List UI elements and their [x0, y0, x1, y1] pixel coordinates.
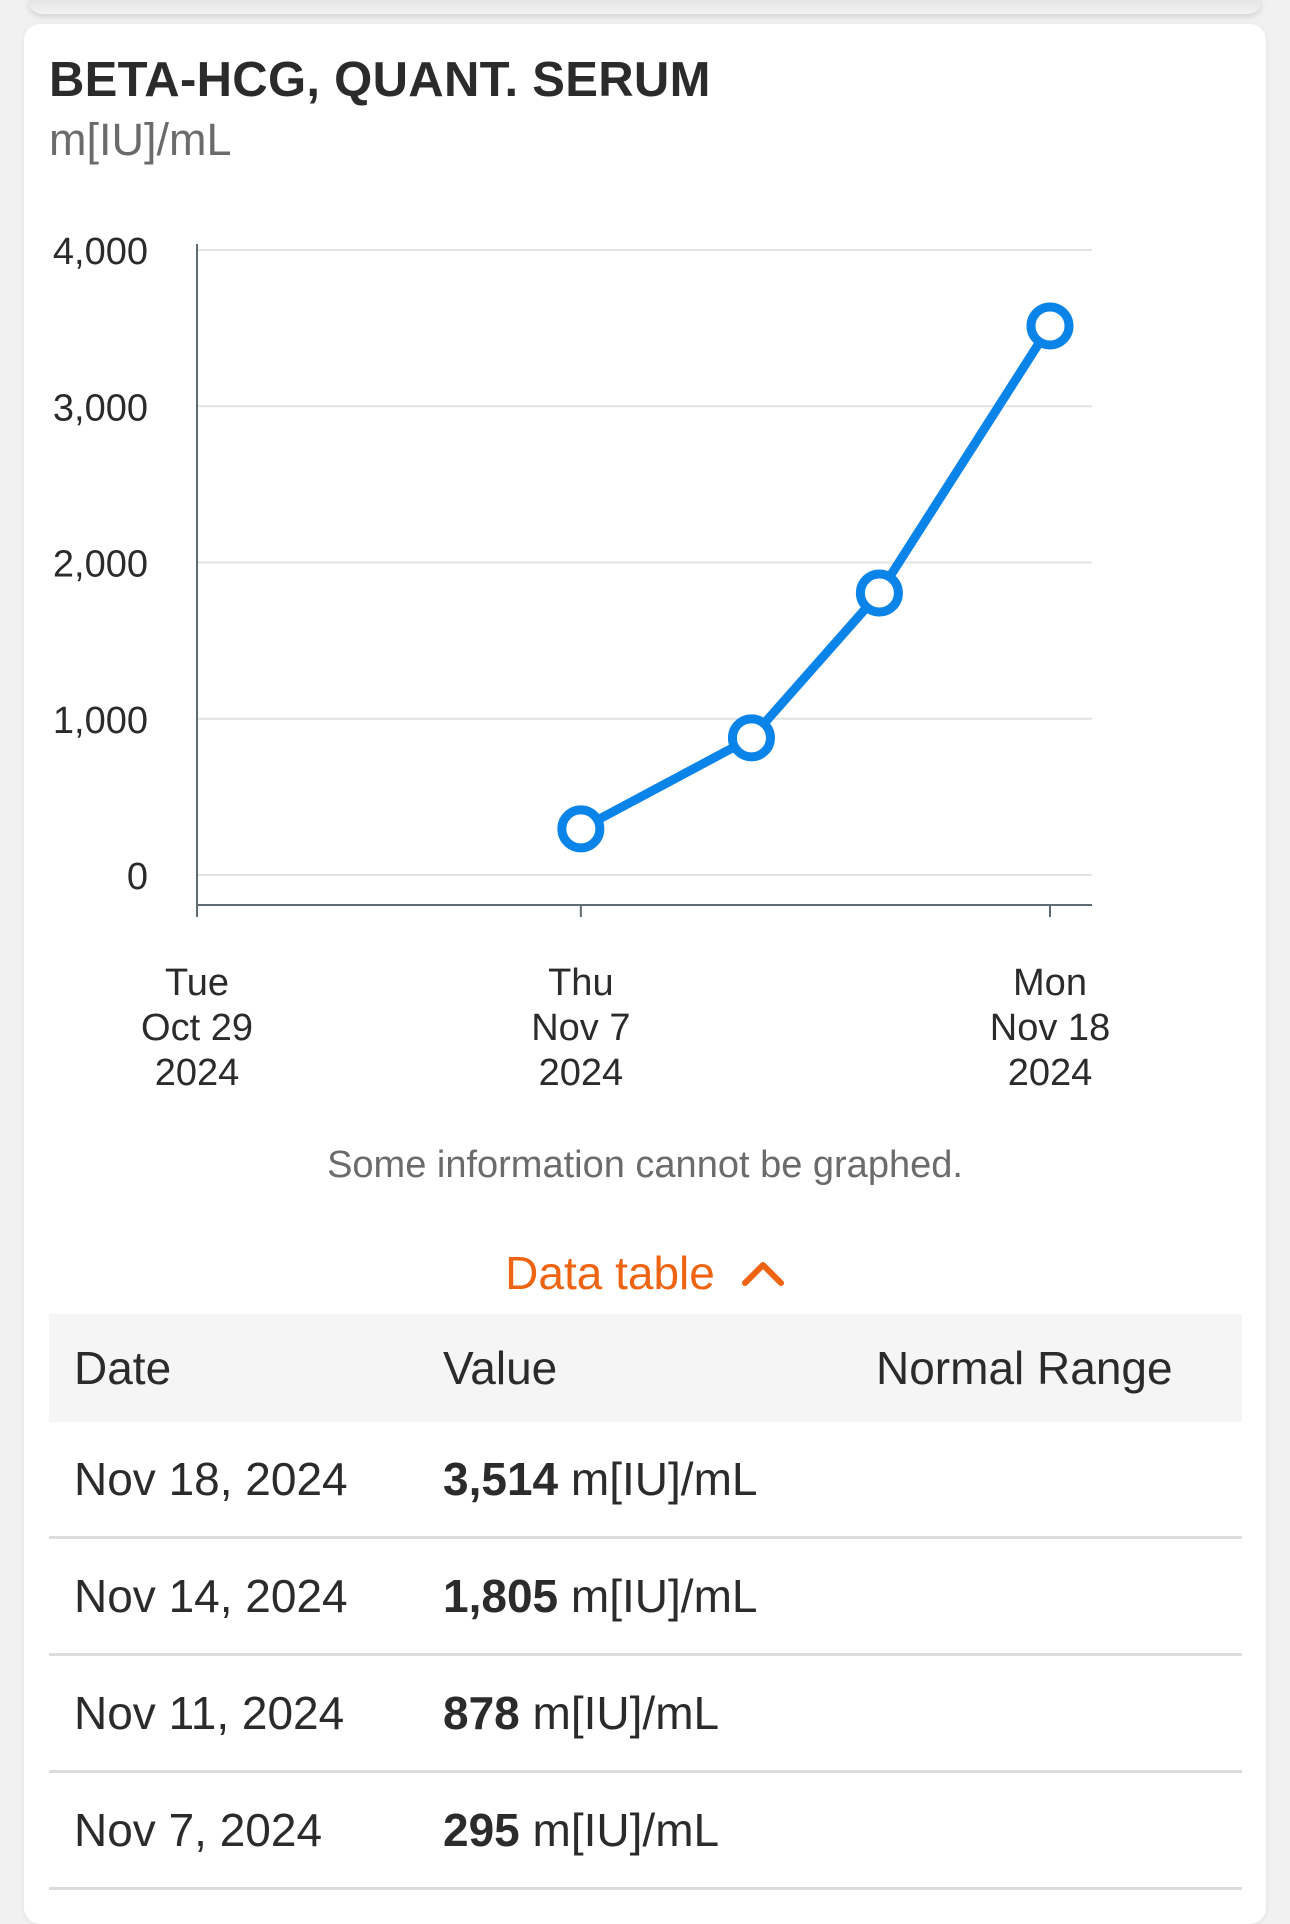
- data-point: [1026, 302, 1074, 350]
- data-point: [855, 569, 903, 617]
- x-tick-label: Tue: [165, 962, 229, 1004]
- row-date: Nov 14, 2024: [74, 1570, 348, 1622]
- grid-lines: [197, 249, 1092, 876]
- row-value-unit: m[IU]/mL: [532, 1687, 720, 1739]
- previous-card-edge: [28, 0, 1262, 14]
- series-line: [576, 321, 1055, 834]
- table-row: Nov 7, 2024 295 m[IU]/mL: [49, 1773, 1242, 1890]
- table-row: Nov 11, 2024 878 m[IU]/mL: [49, 1656, 1242, 1773]
- row-value-number: 295: [443, 1804, 520, 1856]
- data-table: Date Value Normal Range Nov 18, 2024 3,5…: [49, 1314, 1242, 1890]
- x-tick-label: 2024: [539, 1052, 624, 1094]
- row-value-number: 878: [443, 1687, 520, 1739]
- row-value-unit: m[IU]/mL: [532, 1804, 720, 1856]
- header-normal-range: Normal Range: [876, 1342, 1173, 1394]
- row-value: 1,805 m[IU]/mL: [443, 1569, 757, 1623]
- test-unit: m[IU]/mL: [49, 114, 232, 165]
- row-date: Nov 7, 2024: [74, 1804, 323, 1856]
- header-value: Value: [443, 1342, 558, 1394]
- y-tick-labels: 4,000 3,000 2,000 1,000 0: [53, 231, 148, 898]
- table-row: Nov 14, 2024 1,805 m[IU]/mL: [49, 1539, 1242, 1656]
- y-tick-label: 0: [127, 856, 148, 898]
- series-layer: [557, 302, 1074, 853]
- y-tick-label: 4,000: [53, 231, 148, 273]
- table-row: Nov 18, 2024 3,514 m[IU]/mL: [49, 1422, 1242, 1539]
- y-tick-label: 2,000: [53, 544, 148, 586]
- chevron-up-icon: [741, 1262, 784, 1286]
- row-value: 3,514 m[IU]/mL: [443, 1452, 757, 1506]
- row-value: 878 m[IU]/mL: [443, 1686, 719, 1740]
- x-tick-label: Nov 18: [990, 1007, 1110, 1049]
- row-date: Nov 18, 2024: [74, 1453, 348, 1505]
- test-title: BETA-HCG, QUANT. SERUM: [49, 53, 711, 107]
- row-value-unit: m[IU]/mL: [570, 1570, 758, 1622]
- row-value-number: 3,514: [443, 1453, 559, 1505]
- x-tick-label: Thu: [548, 962, 613, 1004]
- row-date: Nov 11, 2024: [74, 1687, 345, 1739]
- row-value-number: 1,805: [443, 1570, 559, 1622]
- graph-note: Some information cannot be graphed.: [327, 1144, 963, 1186]
- y-tick-label: 3,000: [53, 387, 148, 429]
- x-tick-label: 2024: [1008, 1052, 1093, 1094]
- header-date: Date: [74, 1342, 172, 1394]
- data-table-toggle[interactable]: Data table: [0, 1246, 1290, 1300]
- row-value-unit: m[IU]/mL: [570, 1453, 758, 1505]
- x-tick-label: Mon: [1013, 962, 1087, 1004]
- axes: [196, 244, 1092, 917]
- data-point: [727, 714, 775, 762]
- table-header: Date Value Normal Range: [49, 1314, 1242, 1422]
- data-table-toggle-label: Data table: [505, 1247, 715, 1299]
- x-tick-label: 2024: [155, 1052, 240, 1094]
- row-value: 295 m[IU]/mL: [443, 1803, 719, 1857]
- x-tick-label: Nov 7: [531, 1007, 630, 1049]
- data-point: [557, 805, 605, 853]
- y-tick-label: 1,000: [53, 700, 148, 742]
- x-tick-label: Oct 29: [141, 1007, 253, 1049]
